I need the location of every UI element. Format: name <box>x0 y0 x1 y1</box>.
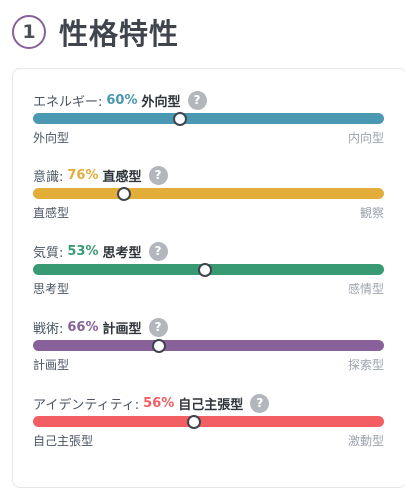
trait-slider-track <box>33 186 384 201</box>
trait-ends: 思考型 感情型 <box>33 280 384 297</box>
trait-slider-knob[interactable] <box>173 111 188 126</box>
trait-ends: 自己主張型 激動型 <box>33 432 384 449</box>
section-number-badge: 1 <box>12 15 46 49</box>
trait-right-label: 探索型 <box>347 358 384 372</box>
trait-label-row: アイデンティティ: 56% 自己主張型 ? <box>33 392 270 414</box>
trait-percent: 66% <box>67 319 99 335</box>
trait-percent: 56% <box>143 395 175 411</box>
trait-right-label: 内向型 <box>347 131 384 145</box>
trait-percent: 76% <box>67 167 99 183</box>
trait-label-row: 気質: 53% 思考型 ? <box>33 240 168 262</box>
trait-ends: 外向型 内向型 <box>33 129 384 146</box>
trait-label-row: 戦術: 66% 計画型 ? <box>33 316 168 338</box>
trait-type: 自己主張型 <box>178 397 244 413</box>
trait-slider-track <box>33 262 384 277</box>
trait-ends: 計画型 探索型 <box>33 356 384 373</box>
trait-label: アイデンティティ: <box>33 397 140 413</box>
trait-right-label: 激動型 <box>347 434 384 448</box>
trait-right-label: 感情型 <box>347 282 384 296</box>
trait-slider-track <box>33 338 384 353</box>
trait-slider-knob[interactable] <box>152 338 167 353</box>
trait-percent: 60% <box>106 92 138 108</box>
help-icon[interactable]: ? <box>148 165 168 185</box>
section-title: 性格特性 <box>59 17 180 51</box>
trait-left-label: 外向型 <box>33 131 70 145</box>
trait-slider-track <box>33 414 384 429</box>
help-icon[interactable]: ? <box>148 317 168 337</box>
trait-slider-knob[interactable] <box>117 186 132 201</box>
help-icon[interactable]: ? <box>148 241 168 261</box>
trait-slider-knob[interactable] <box>187 414 202 429</box>
trait-type: 計画型 <box>102 321 142 337</box>
trait-left-label: 自己主張型 <box>33 434 94 448</box>
trait-percent: 53% <box>67 243 99 259</box>
trait-label-row: エネルギー: 60% 外向型 ? <box>33 89 207 111</box>
trait-left-label: 計画型 <box>33 358 70 372</box>
trait-type: 外向型 <box>141 94 181 110</box>
help-icon[interactable]: ? <box>250 393 270 413</box>
trait-slider-knob[interactable] <box>197 262 212 277</box>
trait-slider-track <box>33 111 384 126</box>
trait-ends: 直感型 観察 <box>33 204 384 221</box>
trait-label: 意識: <box>33 169 64 185</box>
trait-right-label: 観察 <box>359 206 384 220</box>
trait-left-label: 直感型 <box>33 206 70 220</box>
trait-label: エネルギー: <box>33 94 103 110</box>
help-icon[interactable]: ? <box>187 90 207 110</box>
trait-label: 戦術: <box>33 321 64 337</box>
trait-label: 気質: <box>33 245 64 261</box>
section-header: 1 性格特性 <box>12 12 179 52</box>
trait-left-label: 思考型 <box>33 282 70 296</box>
trait-label-row: 意識: 76% 直感型 ? <box>33 164 168 186</box>
trait-type: 思考型 <box>102 245 142 261</box>
trait-type: 直感型 <box>102 169 142 185</box>
